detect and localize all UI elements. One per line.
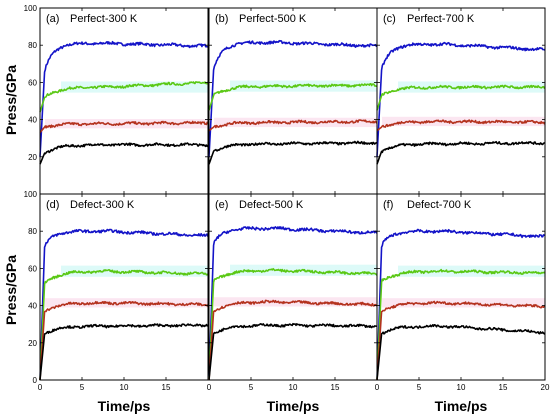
- uncertainty-band-green: [61, 81, 208, 93]
- x-tick-label: 10: [120, 383, 129, 392]
- series-line-3: [208, 322, 378, 381]
- series-line-0: [376, 41, 546, 157]
- x-axis-title-left: Time/ps: [98, 398, 151, 414]
- x-tick-label: 5: [80, 383, 85, 392]
- x-tick-label: 10: [289, 383, 298, 392]
- panel-background: [40, 194, 208, 380]
- series-line-0: [39, 228, 209, 381]
- series-line-3: [39, 142, 209, 165]
- panel-title: Defect-700 K: [407, 199, 472, 211]
- x-tick-label: 5: [249, 383, 254, 392]
- x-tick-label: 0: [207, 383, 212, 392]
- panel-f: (f) Defect-700 K: [376, 193, 546, 381]
- series-line-0: [39, 40, 209, 157]
- y-tick-label: 0: [33, 376, 38, 385]
- panel-title: Defect-500 K: [239, 199, 304, 211]
- series-line-2: [39, 120, 209, 134]
- series-line-1: [39, 269, 209, 381]
- y-tick-label: 40: [28, 302, 37, 311]
- x-tick-label: 10: [457, 383, 466, 392]
- y-tick-label: 20: [28, 339, 37, 348]
- y-tick-label: 20: [28, 153, 37, 162]
- x-tick-label: 15: [331, 383, 340, 392]
- series-line-0: [376, 228, 546, 381]
- y-tick-label: 100: [24, 4, 38, 13]
- panel-b: (b) Perfect-500 K: [208, 7, 378, 195]
- panel-background: [377, 8, 545, 194]
- series-line-0: [208, 39, 378, 157]
- panel-c: (c) Perfect-700 K: [376, 7, 546, 195]
- panel-background: [209, 194, 377, 380]
- panel-d: (d) Defect-300 K 0 20 40 60 80 100: [24, 190, 209, 385]
- panel-letter: (a): [46, 13, 59, 25]
- y-axis-title-bottom: Press/GPa: [3, 255, 19, 325]
- y-tick-label: 100: [24, 190, 38, 199]
- panel-background: [40, 8, 208, 194]
- series-line-0: [208, 226, 378, 381]
- panel-title: Defect-300 K: [70, 199, 135, 211]
- y-axis-title-top: Press/GPa: [3, 65, 19, 135]
- series-line-1: [39, 81, 209, 113]
- panel-a: (a) Perfect-300 K 20 40 60 80 100: [24, 4, 209, 195]
- panel-title: Perfect-500 K: [239, 13, 307, 25]
- y-tick-label: 60: [28, 264, 37, 273]
- series-line-3: [39, 323, 209, 381]
- panel-title: Perfect-300 K: [70, 13, 138, 25]
- series-line-1: [208, 82, 378, 111]
- panel-background: [377, 194, 545, 380]
- panel-e: (e) Defect-500 K: [208, 193, 378, 381]
- x-tick-label: 0: [38, 383, 43, 392]
- series-line-3: [208, 140, 378, 165]
- x-tick-label: 20: [541, 383, 550, 392]
- y-tick-label: 40: [28, 116, 37, 125]
- panel-letter: (d): [46, 199, 59, 211]
- x-axis-title-right: Time/ps: [435, 398, 488, 414]
- x-axis-title-middle: Time/ps: [267, 398, 320, 414]
- series-line-3: [376, 140, 546, 165]
- y-tick-label: 80: [28, 41, 37, 50]
- x-tick-label: 0: [375, 383, 380, 392]
- panel-letter: (f): [383, 199, 393, 211]
- uncertainty-band-red: [45, 119, 208, 129]
- series-line-2: [208, 299, 378, 381]
- series-line-1: [208, 267, 378, 381]
- panel-letter: (c): [383, 13, 396, 25]
- series-line-2: [376, 119, 546, 132]
- panel-letter: (e): [215, 199, 228, 211]
- series-line-1: [376, 84, 546, 111]
- panel-letter: (b): [215, 13, 228, 25]
- series-line-1: [376, 268, 546, 381]
- y-tick-label: 80: [28, 227, 37, 236]
- series-line-2: [376, 300, 546, 381]
- series-line-3: [376, 323, 546, 381]
- panel-background: [209, 8, 377, 194]
- x-tick-label: 15: [162, 383, 171, 392]
- x-tick-label: 15: [499, 383, 508, 392]
- series-line-2: [208, 119, 378, 132]
- x-tick-label: 5: [417, 383, 422, 392]
- panel-title: Perfect-700 K: [407, 13, 475, 25]
- y-tick-label: 60: [28, 78, 37, 87]
- series-line-2: [39, 300, 209, 381]
